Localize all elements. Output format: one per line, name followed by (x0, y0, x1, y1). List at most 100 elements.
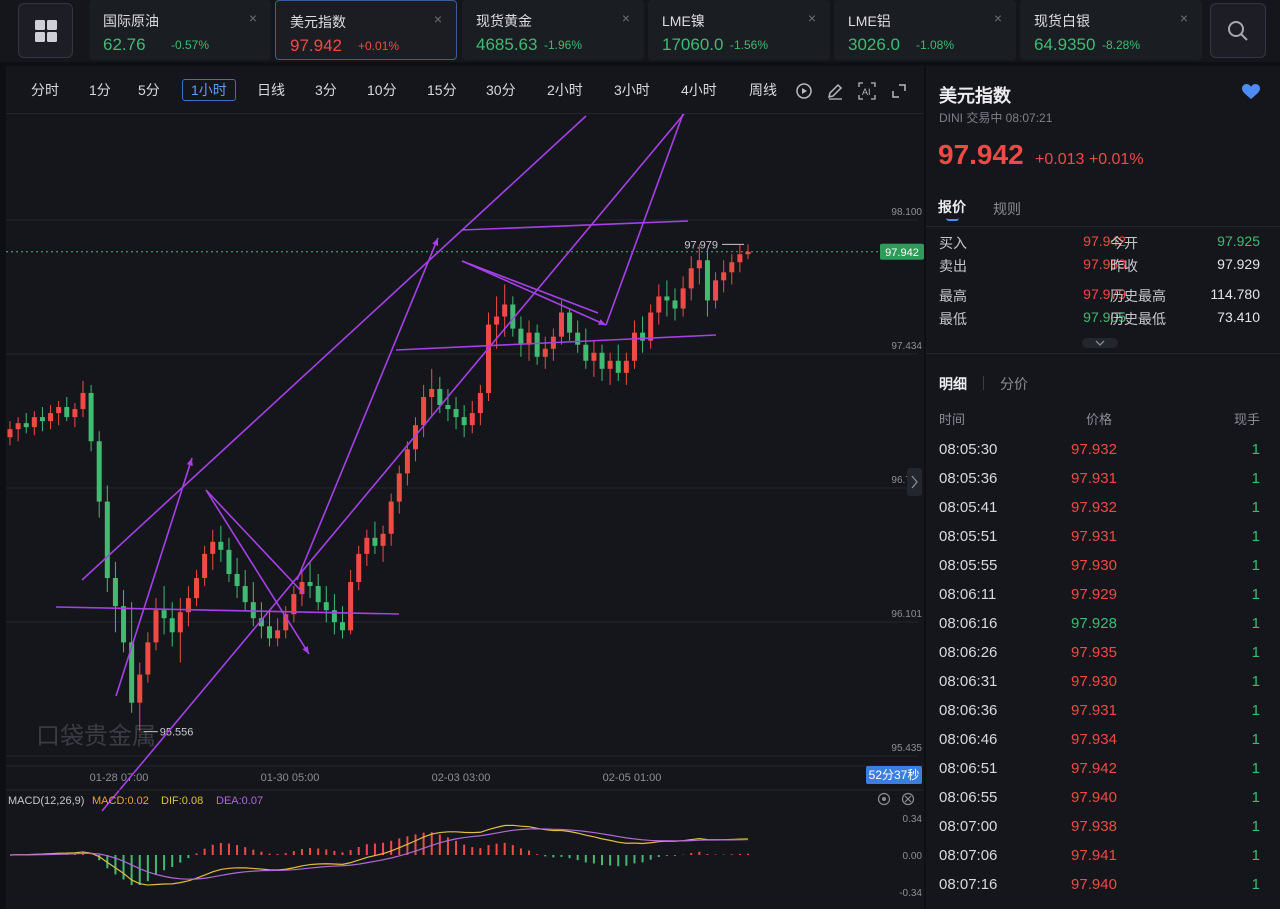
trend-line[interactable] (205, 489, 305, 595)
settings-icon[interactable] (877, 792, 891, 806)
candle (445, 388, 451, 422)
ticker-name: 现货白银 (1034, 13, 1090, 29)
timeframe-6[interactable]: 10分 (367, 82, 397, 98)
candle (534, 324, 540, 365)
trend-arrow[interactable] (605, 114, 684, 326)
trade-price: 97.928 (1071, 615, 1117, 632)
stat-label: 今开 (1110, 235, 1138, 251)
candle (129, 602, 135, 713)
timeframe-9[interactable]: 2小时 (547, 82, 583, 98)
trend-line[interactable] (395, 334, 717, 351)
timeframe-1[interactable]: 1分 (89, 82, 111, 98)
timeframe-2[interactable]: 5分 (138, 82, 160, 98)
trade-time: 08:06:11 (939, 586, 997, 603)
candle (7, 421, 13, 446)
trend-line[interactable] (101, 114, 685, 812)
candle (648, 304, 654, 349)
fullscreen-icon[interactable] (890, 82, 908, 100)
candle (112, 561, 118, 633)
timeframe-5[interactable]: 3分 (315, 82, 337, 98)
ticker-price: 62.76 (103, 35, 146, 54)
timeframe-12[interactable]: 周线 (749, 82, 777, 98)
trade-time: 08:05:41 (939, 499, 998, 516)
y-tick-label: 97.434 (891, 341, 922, 352)
ticker-tab[interactable]: 国际原油 62.76 -0.57% × (89, 0, 271, 60)
candle (315, 573, 321, 611)
candle (153, 598, 159, 651)
close-icon[interactable]: × (433, 11, 442, 27)
trade-quantity: 1 (1251, 673, 1260, 690)
apps-grid-icon[interactable] (18, 3, 73, 58)
close-icon[interactable]: × (1179, 10, 1188, 26)
favorite-heart-icon[interactable] (1242, 84, 1260, 100)
scroll-right-button[interactable] (907, 468, 922, 496)
trade-price: 97.932 (1071, 499, 1117, 516)
ai-text-icon[interactable]: AI (858, 82, 876, 100)
ticker-name: 国际原油 (103, 13, 159, 29)
candle (591, 340, 597, 377)
candle (615, 344, 621, 381)
stat-label: 最高 (939, 288, 967, 304)
timeframe-7[interactable]: 15分 (427, 82, 457, 98)
candlestick-chart[interactable]: 98.100 97.434 96.767 96.101 95.435 01-28 07:0… (6, 114, 924, 909)
candle (31, 411, 37, 436)
close-icon[interactable]: × (807, 10, 816, 26)
tab-rules[interactable]: 规则 (993, 201, 1021, 217)
draw-pencil-icon[interactable] (826, 82, 844, 100)
close-icon[interactable]: × (248, 10, 257, 26)
replay-icon[interactable] (795, 82, 813, 100)
timeframe-3[interactable]: 1小时 (182, 79, 236, 101)
trade-quantity: 1 (1251, 615, 1260, 632)
close-macd-icon[interactable] (901, 792, 915, 806)
ticker-tab[interactable]: LME镍 17060.0 -1.56% × (648, 0, 830, 60)
trend-arrow[interactable] (205, 489, 310, 655)
tab-details[interactable]: 明细 (939, 376, 967, 392)
candle (680, 276, 686, 317)
last-price-tag (880, 243, 924, 260)
tab-price-distribution[interactable]: 分价 (1000, 376, 1028, 392)
last-price-tag-label: 97.942 (885, 247, 919, 259)
trade-price: 97.930 (1071, 557, 1117, 574)
timeframe-0[interactable]: 分时 (31, 82, 59, 98)
candle (412, 417, 418, 462)
trend-line[interactable] (461, 260, 599, 314)
macd-y-tick: 0.34 (903, 814, 923, 825)
ticker-change: -1.56% (730, 38, 769, 52)
ticker-tab[interactable]: LME铝 3026.0 -1.08% × (834, 0, 1016, 60)
trade-time: 08:05:36 (939, 470, 998, 487)
ticker-tab[interactable]: 美元指数 97.942 +0.01% × (275, 0, 457, 60)
timeframe-8[interactable]: 30分 (486, 82, 516, 98)
close-macd-icon-x (904, 795, 912, 803)
trade-price: 97.940 (1071, 876, 1117, 893)
trend-line[interactable] (55, 606, 400, 615)
trend-line[interactable] (81, 115, 587, 581)
trade-quantity: 1 (1251, 586, 1260, 603)
close-icon[interactable]: × (621, 10, 630, 26)
timeframe-4[interactable]: 日线 (257, 82, 285, 98)
timeframe-10[interactable]: 3小时 (614, 82, 650, 98)
trade-row: 08:05:41 97.932 1 (926, 493, 1280, 522)
stat-value: 97.942 (1083, 233, 1126, 249)
trend-arrow[interactable] (461, 260, 607, 326)
trend-arrow[interactable] (115, 457, 193, 697)
trend-arrow[interactable] (296, 237, 439, 581)
candle (340, 606, 346, 639)
ticker-price: 4685.63 (476, 35, 538, 54)
watermark: 口袋贵金属 (36, 723, 156, 750)
candle (323, 586, 329, 623)
x-tick-label: 01-28 07:00 (90, 772, 149, 784)
close-icon[interactable]: × (993, 10, 1002, 26)
search-button[interactable] (1210, 3, 1266, 58)
trade-price: 97.940 (1071, 789, 1117, 806)
ticker-tab[interactable]: 现货白银 64.9350 -8.28% × (1020, 0, 1202, 60)
ticker-tab[interactable]: 现货黄金 4685.63 -1.96% × (462, 0, 644, 60)
trade-row: 08:06:36 97.931 1 (926, 696, 1280, 725)
trade-quantity: 1 (1251, 760, 1260, 777)
tab-quote[interactable]: 报价 (938, 199, 966, 215)
expand-chevron-icon[interactable] (1082, 338, 1118, 348)
stat-value: 97.925 (1217, 233, 1260, 249)
trend-line[interactable] (461, 220, 689, 231)
trade-row: 08:06:46 97.934 1 (926, 725, 1280, 754)
timeframe-11[interactable]: 4小时 (681, 82, 717, 98)
trade-price: 97.942 (1071, 760, 1117, 777)
